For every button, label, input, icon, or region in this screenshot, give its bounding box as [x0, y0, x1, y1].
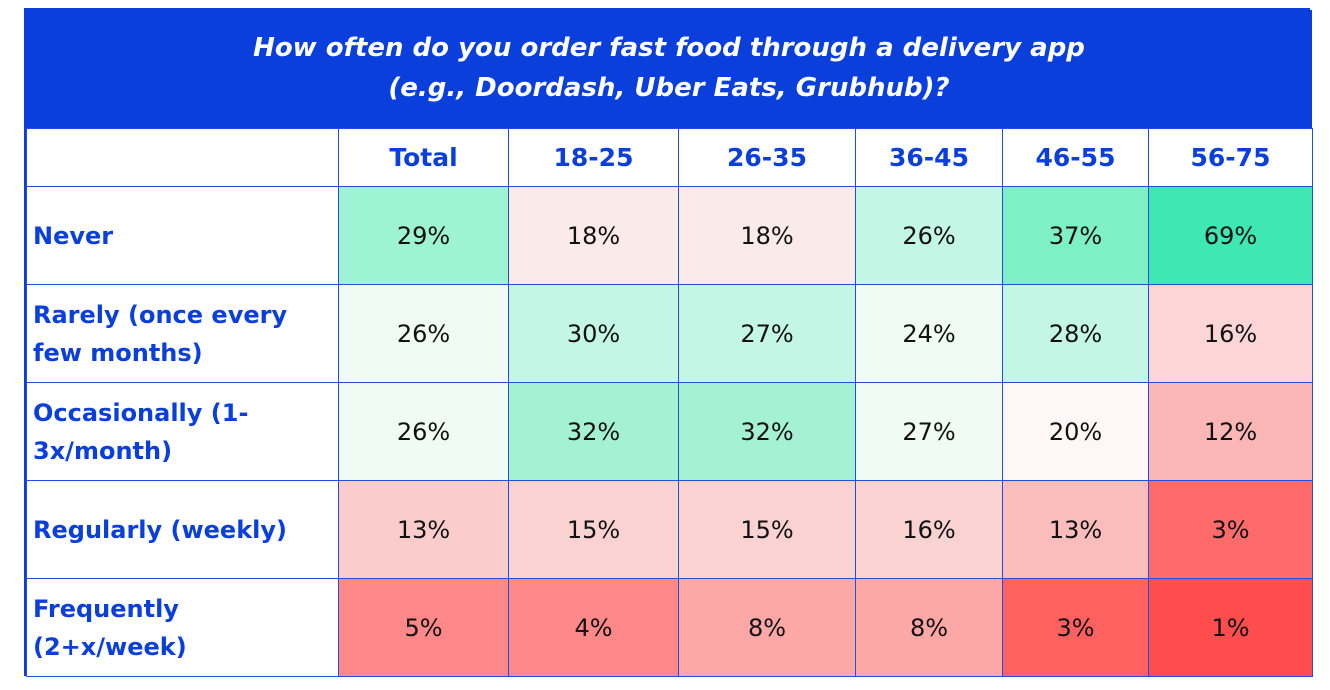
- heat-cell: 8%: [678, 578, 856, 677]
- heat-cell: 24%: [855, 284, 1003, 383]
- heat-cell: 15%: [508, 480, 679, 579]
- row-label-occasionally: Occasionally (1-3x/month): [26, 382, 339, 481]
- heat-cell: 32%: [508, 382, 679, 481]
- heat-cell: 26%: [855, 186, 1003, 285]
- heat-cell: 26%: [338, 382, 509, 481]
- column-header-18-25: 18-25: [508, 128, 679, 187]
- row-never: Never 29% 18% 18% 26% 37% 69%: [26, 186, 1313, 285]
- chart-title: How often do you order fast food through…: [26, 10, 1312, 128]
- column-header-26-35: 26-35: [678, 128, 856, 187]
- row-occasionally: Occasionally (1-3x/month) 26% 32% 32% 27…: [26, 382, 1313, 481]
- heat-cell: 69%: [1148, 186, 1313, 285]
- heat-cell: 3%: [1002, 578, 1149, 677]
- heat-cell: 8%: [855, 578, 1003, 677]
- column-header-36-45: 36-45: [855, 128, 1003, 187]
- row-label-rarely: Rarely (once every few months): [26, 284, 339, 383]
- heat-cell: 32%: [678, 382, 856, 481]
- row-label-regularly: Regularly (weekly): [26, 480, 339, 579]
- heat-cell: 13%: [1002, 480, 1149, 579]
- heat-cell: 16%: [1148, 284, 1313, 383]
- heat-cell: 13%: [338, 480, 509, 579]
- heat-cell: 12%: [1148, 382, 1313, 481]
- heatmap-table-frame: How often do you order fast food through…: [24, 8, 1313, 677]
- heat-cell: 30%: [508, 284, 679, 383]
- column-header-total: Total: [338, 128, 509, 187]
- heat-cell: 16%: [855, 480, 1003, 579]
- heat-cell: 18%: [678, 186, 856, 285]
- heat-cell: 27%: [855, 382, 1003, 481]
- heat-cell: 5%: [338, 578, 509, 677]
- chart-title-line-2: (e.g., Doordash, Uber Eats, Grubhub)?: [388, 73, 950, 103]
- heat-cell: 18%: [508, 186, 679, 285]
- heat-cell: 20%: [1002, 382, 1149, 481]
- heatmap-table: Total 18-25 26-35 36-45 46-55 56-75 Neve…: [26, 128, 1313, 677]
- heat-cell: 1%: [1148, 578, 1313, 677]
- header-row: Total 18-25 26-35 36-45 46-55 56-75: [26, 128, 1313, 187]
- column-header-46-55: 46-55: [1002, 128, 1149, 187]
- heat-cell: 26%: [338, 284, 509, 383]
- heat-cell: 15%: [678, 480, 856, 579]
- heat-cell: 27%: [678, 284, 856, 383]
- chart-title-line-1: How often do you order fast food through…: [253, 33, 1085, 63]
- heat-cell: 3%: [1148, 480, 1313, 579]
- row-label-frequently: Frequently (2+x/week): [26, 578, 339, 677]
- heat-cell: 28%: [1002, 284, 1149, 383]
- row-regularly: Regularly (weekly) 13% 15% 15% 16% 13% 3…: [26, 480, 1313, 579]
- row-frequently: Frequently (2+x/week) 5% 4% 8% 8% 3% 1%: [26, 578, 1313, 677]
- column-header-56-75: 56-75: [1148, 128, 1313, 187]
- heat-cell: 37%: [1002, 186, 1149, 285]
- heat-cell: 4%: [508, 578, 679, 677]
- row-label-never: Never: [26, 186, 339, 285]
- heat-cell: 29%: [338, 186, 509, 285]
- row-rarely: Rarely (once every few months) 26% 30% 2…: [26, 284, 1313, 383]
- corner-cell: [26, 128, 339, 187]
